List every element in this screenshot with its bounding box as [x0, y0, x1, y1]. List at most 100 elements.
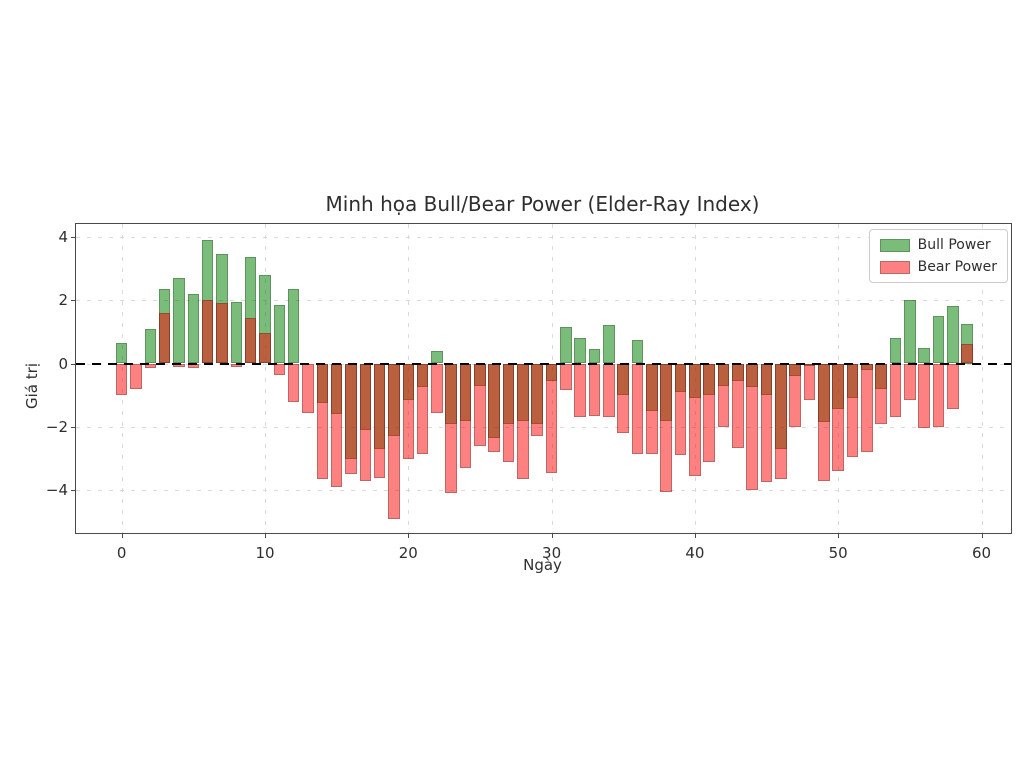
bear-power-bar	[130, 363, 142, 389]
plot-area: 4 2 0 −2 −4 0 10 20 30 40 50 60	[46, 223, 1012, 562]
bull-power-bar	[287, 289, 300, 364]
x-tick-mark	[551, 533, 553, 538]
bars-layer	[76, 224, 1011, 533]
bear-power-bar	[316, 363, 329, 480]
bear-power-bar	[287, 363, 300, 402]
legend-item-bull-power: Bull Power	[879, 237, 997, 253]
x-tick-label: 60	[971, 544, 992, 562]
bear-power-bar	[488, 363, 501, 453]
bear-power-bar	[832, 363, 844, 472]
bull-power-bar	[932, 315, 945, 364]
bull-power-bar	[603, 325, 615, 364]
bear-power-bar	[889, 363, 902, 418]
y-tick-label: 4	[58, 227, 68, 246]
bear-power-bar	[201, 300, 214, 364]
bull-power-bar	[230, 301, 243, 364]
y-tick-mark	[71, 300, 76, 302]
y-tick-label: 0	[58, 354, 68, 373]
x-tick-mark	[121, 533, 123, 538]
bull-power-swatch-icon	[879, 238, 910, 252]
bear-power-bar	[158, 312, 171, 364]
bear-power-bar	[818, 363, 830, 481]
x-tick-label: 10	[255, 544, 275, 562]
gridline-y	[76, 426, 1011, 428]
bear-power-bar	[502, 363, 515, 462]
bull-power-bar	[904, 300, 916, 364]
zero-line	[76, 362, 1011, 365]
bear-power-swatch-icon	[879, 260, 910, 274]
x-tick-label: 20	[398, 544, 418, 562]
bear-power-bar	[646, 363, 658, 454]
gridline-y	[76, 300, 1011, 302]
bull-power-bar	[947, 306, 959, 364]
bear-power-bar	[115, 363, 128, 396]
bear-power-bar	[746, 363, 758, 491]
bear-power-bar	[330, 363, 343, 488]
bear-power-bar	[216, 303, 228, 364]
bear-power-bar	[273, 363, 286, 375]
bear-power-bar	[789, 363, 801, 427]
bear-power-bar	[932, 363, 945, 427]
bear-power-bar	[717, 363, 730, 427]
bear-power-bar	[459, 363, 472, 469]
y-tick-mark	[71, 236, 76, 238]
bear-power-bar	[918, 363, 930, 429]
bear-power-bar	[760, 363, 773, 483]
bull-power-bar	[631, 339, 644, 364]
x-tick-mark	[838, 533, 840, 538]
bear-power-bar	[359, 363, 372, 481]
x-tick-mark	[694, 533, 696, 538]
y-tick-mark	[71, 490, 76, 492]
bear-power-bar	[603, 363, 615, 418]
bear-power-bar	[445, 363, 458, 494]
bull-power-bar	[115, 342, 128, 364]
x-tick-label: 0	[116, 544, 127, 562]
bear-power-bar	[732, 363, 744, 448]
legend-item-bear-power: Bear Power	[879, 259, 997, 275]
bear-power-bar	[431, 363, 443, 413]
gridline-y	[76, 490, 1011, 492]
bear-power-bar	[674, 363, 687, 456]
bear-power-bar	[345, 363, 357, 475]
y-tick-label: 2	[58, 291, 68, 310]
x-tick-mark	[981, 533, 983, 538]
bear-power-bar	[689, 363, 701, 477]
y-tick-mark	[71, 426, 76, 428]
bear-power-bar	[402, 363, 415, 459]
gridline-x	[265, 224, 266, 533]
bear-power-bar	[388, 363, 400, 519]
bear-power-bar	[302, 363, 314, 413]
bear-power-bar	[244, 317, 257, 364]
legend: Bull Power Bear Power	[868, 229, 1008, 283]
bear-power-bar	[416, 363, 429, 454]
bear-power-bar	[588, 363, 601, 416]
bear-power-bar	[560, 363, 572, 391]
bull-power-bar	[273, 304, 286, 364]
bear-power-bar	[875, 363, 887, 424]
bull-power-bar	[187, 293, 200, 364]
x-tick-label: 50	[828, 544, 848, 562]
x-tick-mark	[265, 533, 266, 538]
gridline-x	[981, 224, 983, 533]
bull-power-bar	[144, 328, 157, 364]
bear-power-bar	[631, 363, 644, 454]
legend-label-bear: Bear Power	[917, 259, 997, 275]
bear-power-bar	[703, 363, 716, 462]
bear-power-bar	[545, 363, 558, 473]
bear-power-bar	[660, 363, 673, 492]
legend-label-bull: Bull Power	[917, 237, 991, 253]
bear-power-bar	[846, 363, 859, 457]
bull-power-bar	[173, 277, 185, 364]
bear-power-bar	[574, 363, 587, 418]
bear-power-bar	[259, 333, 271, 364]
bear-power-bar	[775, 363, 787, 480]
bull-power-bar	[918, 347, 930, 364]
x-tick-label: 30	[542, 544, 562, 562]
y-tick-label: −4	[45, 481, 68, 500]
y-tick-mark	[71, 363, 76, 365]
chart-title: Minh họa Bull/Bear Power (Elder-Ray Inde…	[325, 192, 760, 216]
bull-power-bar	[588, 349, 601, 364]
ticks-layer: 4 2 0 −2 −4 0 10 20 30 40 50 60	[46, 224, 1011, 562]
bear-power-bar	[961, 344, 973, 364]
